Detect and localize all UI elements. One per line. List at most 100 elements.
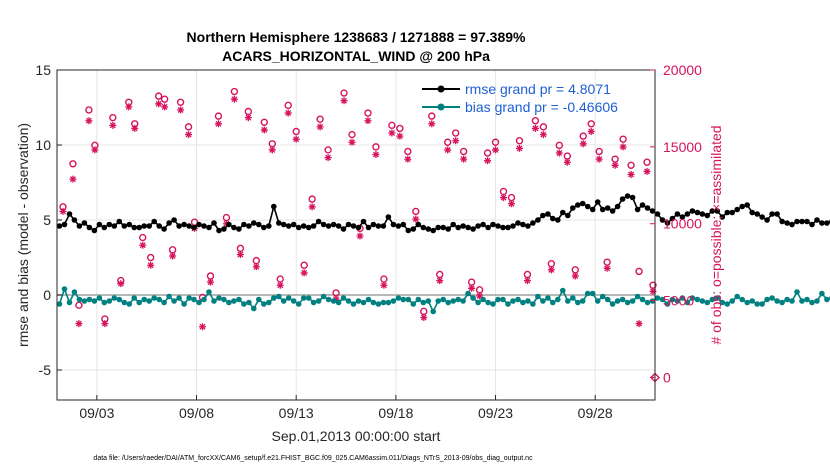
bias-point	[395, 295, 402, 301]
rmse-point	[86, 224, 93, 231]
rmse-point	[266, 223, 272, 229]
obs-assimilated-point	[515, 144, 523, 152]
obs-assimilated-point	[169, 252, 177, 260]
rmse-point	[151, 218, 157, 225]
bias-point	[644, 299, 651, 306]
rmse-point	[56, 223, 63, 229]
tick-layer: 09/03 09/08 09/13 09/18 09/23 09/28 -5 0 5 10 15 0 5…	[35, 62, 702, 421]
obs-assimilated-point	[436, 277, 444, 285]
obs-assimilated-point	[268, 146, 276, 154]
bias-point	[719, 299, 726, 306]
obs-assimilated-point	[492, 146, 500, 154]
obs-assimilated-point	[420, 313, 428, 321]
bias-point	[141, 296, 147, 303]
bias-point	[560, 287, 566, 294]
bias-point	[555, 296, 561, 303]
rmse-point	[729, 209, 735, 216]
obs-assimilated-point	[635, 320, 643, 328]
obs-assimilated-point	[619, 143, 627, 151]
bias-point	[61, 286, 68, 292]
bias-point	[420, 299, 427, 306]
obs-possible-point	[539, 123, 548, 131]
rmse-point	[385, 214, 392, 220]
bias-point	[300, 295, 307, 301]
bias-point	[604, 296, 611, 303]
bias-point	[136, 299, 142, 306]
bias-point	[315, 298, 322, 304]
bias-point	[380, 299, 387, 306]
bias-point	[266, 299, 272, 306]
rmse-point	[131, 224, 137, 231]
bias-point	[350, 301, 357, 307]
rmse-point	[684, 211, 691, 217]
bias-point	[689, 295, 696, 301]
bias-point	[226, 299, 232, 306]
obs-possible-point	[230, 87, 239, 96]
bias-point	[261, 301, 267, 307]
rmse-point	[525, 223, 531, 229]
rmse-point	[91, 227, 98, 234]
rmse-point	[290, 221, 297, 228]
rmse-point	[181, 221, 187, 228]
rmse-point	[156, 223, 162, 229]
obs-possible-point	[555, 141, 564, 150]
rmse-point	[445, 226, 452, 232]
obs-possible-point	[284, 101, 292, 110]
rmse-point	[340, 226, 347, 232]
obs-assimilated-point	[348, 138, 356, 146]
bias-point	[405, 296, 412, 303]
rmse-point	[390, 221, 397, 228]
obs-possible-point	[69, 160, 77, 168]
legend: rmse grand pr = 4.8071 bias grand pr = -…	[422, 81, 618, 115]
bias-point	[290, 298, 297, 304]
rmse-point	[166, 220, 172, 226]
rmse-point	[589, 206, 596, 213]
obs-assimilated-point	[59, 207, 67, 215]
obs-possible-point	[451, 129, 460, 137]
obs-possible-point	[372, 143, 380, 151]
rmse-point	[754, 211, 760, 217]
obs-assimilated-point	[484, 157, 492, 165]
y-left-tick-label: 15	[35, 62, 51, 78]
obs-assimilated-point	[117, 280, 125, 288]
rmse-point	[535, 217, 541, 223]
rmse-point	[330, 221, 337, 228]
bias-point	[295, 301, 302, 307]
bias-point	[236, 296, 242, 303]
obs-assimilated-point	[139, 241, 147, 249]
bias-point	[475, 299, 481, 306]
rmse-point	[365, 224, 372, 231]
obs-possible-point	[146, 253, 155, 262]
bias-point	[156, 296, 162, 303]
rmse-point	[624, 193, 631, 199]
bias-point	[794, 289, 800, 295]
obs-possible-point	[85, 106, 93, 114]
obs-assimilated-point	[531, 124, 539, 132]
plot-area	[57, 70, 655, 400]
rmse-point	[565, 212, 571, 219]
rmse-point	[255, 221, 262, 228]
obs-assimilated-point	[161, 103, 169, 111]
obs-assimilated-point	[364, 117, 372, 125]
obs-possible-point	[531, 117, 540, 125]
x-tick-label: 09/23	[478, 405, 513, 421]
obs-possible-point	[154, 92, 163, 100]
bias-point	[619, 296, 626, 303]
bias-point	[271, 295, 277, 301]
bias-point	[669, 296, 676, 303]
rmse-point	[176, 223, 182, 229]
x-tick-label: 09/03	[79, 405, 114, 421]
rmse-point	[470, 226, 476, 232]
bias-point	[729, 298, 735, 304]
rmse-point	[206, 224, 212, 231]
obs-assimilated-point	[276, 281, 284, 289]
rmse-point	[575, 202, 581, 208]
bias-point	[56, 301, 63, 307]
obs-possible-point	[364, 109, 372, 117]
obs-possible-point	[412, 207, 420, 216]
obs-assimilated-point	[500, 194, 508, 202]
rmse-point	[106, 221, 113, 228]
rmse-point	[724, 209, 731, 216]
rmse-point	[490, 221, 496, 228]
